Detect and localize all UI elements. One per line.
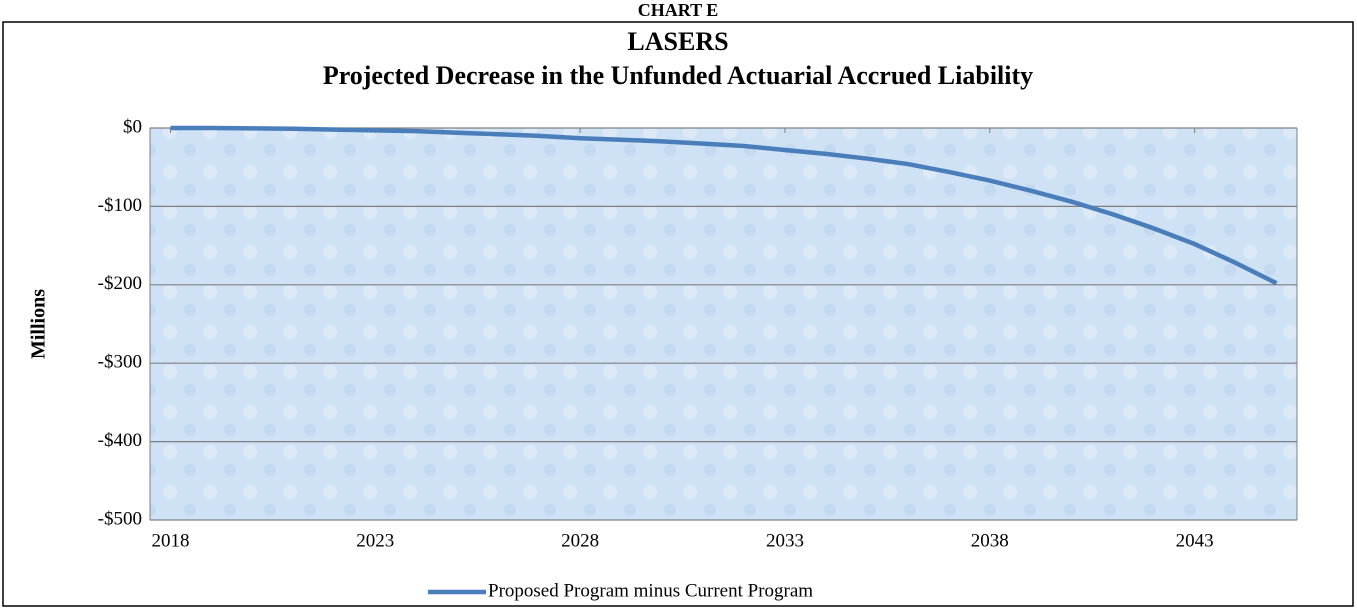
chart-title: LASERS	[627, 27, 728, 56]
y-tick-label: -$100	[98, 195, 142, 216]
y-tick-label: $0	[123, 116, 142, 137]
x-tick-label: 2033	[766, 530, 804, 551]
plot-area	[150, 128, 1297, 520]
chart-subtitle: Projected Decrease in the Unfunded Actua…	[323, 61, 1033, 90]
y-tick-label: -$500	[98, 508, 142, 529]
x-tick-label: 2018	[151, 530, 189, 551]
x-tick-label: 2028	[561, 530, 599, 551]
x-tick-label: 2038	[971, 530, 1009, 551]
y-tick-label: -$200	[98, 273, 142, 294]
x-tick-label: 2023	[356, 530, 394, 551]
series-line	[170, 125, 1278, 286]
y-tick-label: -$300	[98, 352, 142, 373]
chart-header: CHART E	[638, 0, 719, 20]
chart-border	[2, 21, 1354, 607]
y-axis-title: Millions	[28, 289, 50, 359]
y-tick-label: -$400	[98, 430, 142, 451]
x-tick-label: 2043	[1176, 530, 1214, 551]
legend-label: Proposed Program minus Current Program	[488, 580, 813, 601]
